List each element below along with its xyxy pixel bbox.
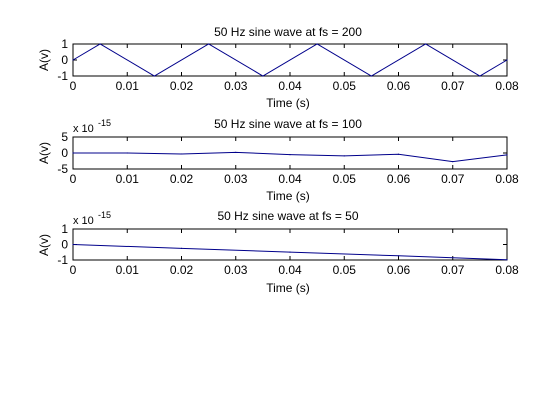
subplot-1-data-point	[316, 43, 318, 45]
subplot-3-data-point	[397, 255, 400, 257]
subplot-1-data-point	[370, 75, 372, 77]
subplot-1-x-axis-label: Time (s)	[266, 96, 310, 110]
subplot-1-y-axis-label: A(v)	[37, 49, 51, 71]
subplot-1-title: 50 Hz sine wave at fs = 200	[214, 25, 362, 39]
subplot-1-data-point	[208, 43, 210, 45]
subplot-2-x-tick-label: 0.04	[278, 172, 302, 186]
subplot-1-x-tick-label: 0.03	[224, 79, 248, 93]
subplot-1-x-tick-label: 0.01	[116, 79, 140, 93]
subplot-1-x-tick-label: 0.06	[387, 79, 411, 93]
subplot-2-data-point	[180, 153, 183, 155]
subplot-3-data-point	[506, 259, 508, 261]
subplot-2-y-tick-label: 0	[61, 146, 68, 160]
subplot-3-axes-box	[72, 228, 508, 261]
subplot-3-x-tick-label: 0.06	[387, 263, 411, 277]
subplot-3-y-multiplier: x 10	[73, 215, 94, 227]
subplot-3-y-tick-label: 1	[61, 222, 68, 236]
subplot-1-y-tick-label: -1	[57, 69, 68, 83]
subplot-2-x-tick-label: 0.02	[170, 172, 194, 186]
subplot-3: 50 Hz sine wave at fs = 50 x 10 -15 A(v)…	[37, 209, 519, 295]
subplot-1-data-point	[479, 75, 481, 77]
subplot-1-x-tick-label: 0	[70, 79, 77, 93]
subplot-2-x-tick-label: 0.03	[224, 172, 248, 186]
subplot-2-y-exponent: -15	[98, 118, 111, 128]
subplot-3-y-tick-label: 0	[61, 238, 68, 252]
subplot-2-y-tick-label: -5	[57, 162, 68, 176]
subplot-2-y-multiplier: x 10	[73, 123, 94, 135]
subplot-2-data-point	[235, 151, 237, 153]
subplot-2-data-point	[72, 152, 74, 154]
subplot-3-x-tick-label: 0.07	[441, 263, 465, 277]
subplot-3-y-exponent: -15	[98, 210, 111, 220]
subplot-2-y-axis-label: A(v)	[37, 142, 51, 164]
subplot-1-x-tick-label: 0.07	[441, 79, 465, 93]
subplot-2-x-tick-label: 0	[70, 172, 77, 186]
subplot-3-x-tick-label: 0.08	[495, 263, 519, 277]
subplot-2-x-tick-label: 0.07	[441, 172, 465, 186]
subplot-1-x-tick-label: 0.02	[170, 79, 194, 93]
subplot-3-data-point	[72, 243, 74, 246]
subplot-3-x-axis-label: Time (s)	[266, 281, 310, 295]
subplot-1-y-tick-label: 1	[61, 37, 68, 51]
subplot-1-data-point	[262, 75, 264, 77]
subplot-1-data-point	[72, 59, 74, 61]
subplot-3-data-point	[180, 247, 183, 249]
subplot-1-series-line	[72, 43, 508, 77]
subplot-3-y-axis-label: A(v)	[37, 234, 51, 256]
subplot-1-data-point	[506, 59, 508, 61]
subplot-3-title: 50 Hz sine wave at fs = 50	[217, 209, 358, 223]
subplot-2-data-point	[126, 152, 128, 154]
subplot-1-x-tick-label: 0.05	[333, 79, 357, 93]
subplot-2-x-tick-label: 0.08	[495, 172, 519, 186]
subplot-3-x-tick-label: 0.04	[278, 263, 302, 277]
subplot-2-data-point	[289, 154, 291, 156]
subplot-1-x-tick-label: 0.08	[495, 79, 519, 93]
subplot-3-x-tick-label: 0.05	[333, 263, 357, 277]
subplot-2-x-tick-label: 0.05	[333, 172, 357, 186]
subplot-2-y-tick-label: 5	[61, 130, 68, 144]
subplot-3-x-tick-label: 0.03	[224, 263, 248, 277]
subplot-2-title: 50 Hz sine wave at fs = 100	[214, 117, 362, 131]
subplot-1-data-point	[153, 75, 155, 77]
subplot-3-x-tick-label: 0	[70, 263, 77, 277]
subplot-2-x-tick-label: 0.06	[387, 172, 411, 186]
subplot-3-x-tick-label: 0.02	[170, 263, 194, 277]
subplot-2-data-point	[506, 154, 508, 156]
subplot-3-data-point	[289, 251, 291, 253]
subplot-1: 50 Hz sine wave at fs = 200 A(v) Time (s…	[37, 25, 519, 110]
subplot-2-data-point	[452, 161, 454, 163]
subplot-1-data-point	[425, 43, 427, 45]
subplot-3-y-tick-label: -1	[57, 253, 68, 267]
subplot-2-data-point	[397, 153, 400, 155]
subplot-3-x-tick-label: 0.01	[116, 263, 140, 277]
subplot-2-x-axis-label: Time (s)	[266, 189, 310, 203]
subplot-1-x-tick-label: 0.04	[278, 79, 302, 93]
subplot-1-y-tick-label: 0	[61, 53, 68, 67]
subplot-2-data-point	[343, 155, 345, 157]
subplot-2: 50 Hz sine wave at fs = 100 x 10 -15 A(v…	[37, 117, 519, 203]
subplot-2-x-tick-label: 0.01	[116, 172, 140, 186]
subplot-1-data-point	[99, 43, 101, 45]
